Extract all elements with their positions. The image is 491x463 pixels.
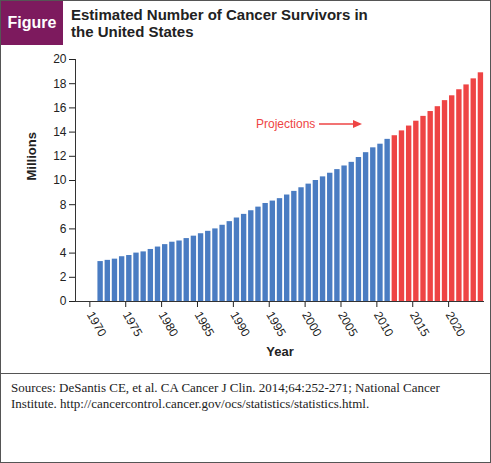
- svg-text:2010: 2010: [371, 309, 397, 339]
- svg-text:Millions: Millions: [24, 132, 39, 180]
- svg-text:6: 6: [60, 222, 67, 236]
- svg-text:20: 20: [53, 52, 67, 66]
- html-text:Projections: Projections: [256, 117, 316, 131]
- svg-text:2015: 2015: [407, 309, 433, 339]
- svg-text:1970: 1970: [84, 309, 110, 339]
- svg-text:0: 0: [60, 294, 67, 308]
- svg-text:1980: 1980: [156, 309, 182, 339]
- svg-text:4: 4: [60, 246, 67, 260]
- svg-text:8: 8: [60, 198, 67, 212]
- svg-text:1990: 1990: [227, 309, 253, 339]
- svg-text:10: 10: [53, 173, 67, 187]
- svg-text:16: 16: [53, 101, 67, 115]
- svg-text:12: 12: [53, 149, 67, 163]
- svg-text:1985: 1985: [192, 309, 218, 339]
- svg-text:2000: 2000: [299, 309, 325, 339]
- svg-text:1995: 1995: [263, 309, 289, 339]
- svg-text:2020: 2020: [443, 309, 469, 339]
- svg-text:2: 2: [60, 270, 67, 284]
- svg-text:Year: Year: [266, 344, 293, 359]
- svg-text:14: 14: [53, 125, 67, 139]
- html-text:Sources: DeSantis CE, et al. C: Sources: DeSantis CE, et al. CA Cancer J…: [11, 380, 440, 411]
- svg-text:2005: 2005: [335, 309, 361, 339]
- svg-text:18: 18: [53, 77, 67, 91]
- html-text:Estimated Number of Cancer Sur: Estimated Number of Cancer Survivors in …: [71, 6, 368, 40]
- svg-text:1975: 1975: [120, 309, 146, 339]
- html-text:Figure: Figure: [7, 14, 57, 31]
